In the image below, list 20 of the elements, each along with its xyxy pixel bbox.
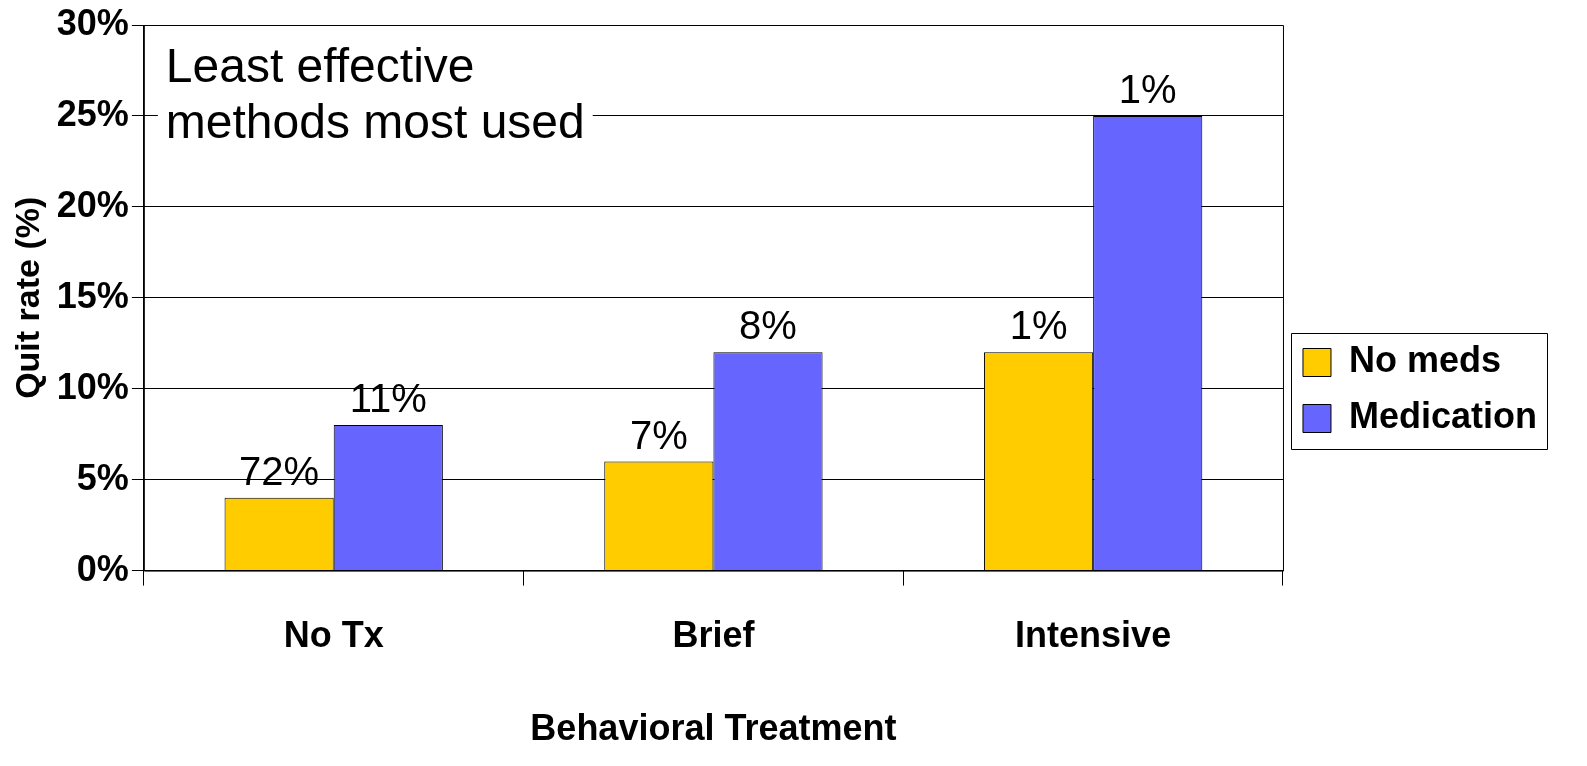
y-tick-label: 10% (56, 365, 129, 407)
y-tick-label: 30% (56, 1, 129, 43)
annotation: 7% (629, 412, 688, 457)
annotation: 11% (349, 376, 427, 421)
annotation: 8% (739, 303, 797, 348)
x-tick-label: No Tx (283, 614, 384, 656)
y-tick-label: 5% (76, 456, 129, 498)
x-tick-label: Brief (672, 614, 756, 656)
annotation: 1% (1009, 303, 1068, 348)
legend-label: No meds (1348, 339, 1502, 381)
y-tick-label: 0% (76, 547, 129, 589)
legend-label: Medication (1348, 395, 1537, 437)
x-tick-label: Intensive (1015, 614, 1172, 656)
x-axis-title: Behavioral Treatment (530, 707, 897, 749)
y-axis-title: Quit rate (%) (7, 196, 46, 399)
y-tick-label: 25% (56, 92, 129, 134)
y-tick-label: 15% (56, 274, 129, 316)
annotation: 1% (1118, 66, 1177, 111)
annotation: Least effective methods most used (165, 39, 585, 149)
y-tick-label: 20% (56, 183, 129, 225)
